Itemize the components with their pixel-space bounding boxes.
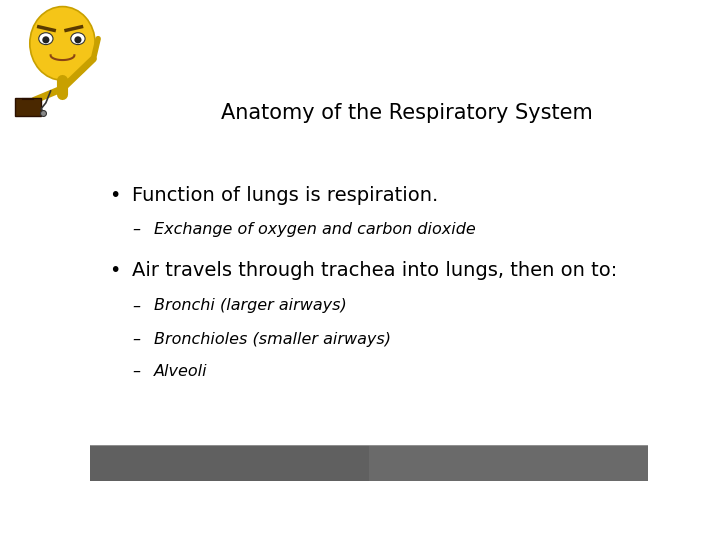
Text: Air travels through trachea into lungs, then on to:: Air travels through trachea into lungs, … [132,261,617,280]
FancyBboxPatch shape [15,98,41,116]
Text: •: • [109,186,121,205]
Text: Exchange of oxygen and carbon dioxide: Exchange of oxygen and carbon dioxide [154,221,476,237]
Ellipse shape [71,33,85,45]
Ellipse shape [42,36,50,43]
Text: –: – [132,364,140,379]
FancyBboxPatch shape [90,446,648,481]
Circle shape [40,111,47,117]
Text: –: – [132,221,140,237]
Text: –: – [132,299,140,313]
Text: Bronchioles (smaller airways): Bronchioles (smaller airways) [154,332,391,347]
Text: Alveoli: Alveoli [154,364,208,379]
Ellipse shape [74,36,81,43]
Text: Anatomy of the Respiratory System: Anatomy of the Respiratory System [221,103,593,123]
Text: Bronchi (larger airways): Bronchi (larger airways) [154,299,347,313]
Text: –: – [132,332,140,347]
Ellipse shape [30,6,95,80]
Text: •: • [109,261,121,280]
FancyBboxPatch shape [369,446,648,481]
Text: Function of lungs is respiration.: Function of lungs is respiration. [132,186,438,205]
Ellipse shape [39,33,53,45]
